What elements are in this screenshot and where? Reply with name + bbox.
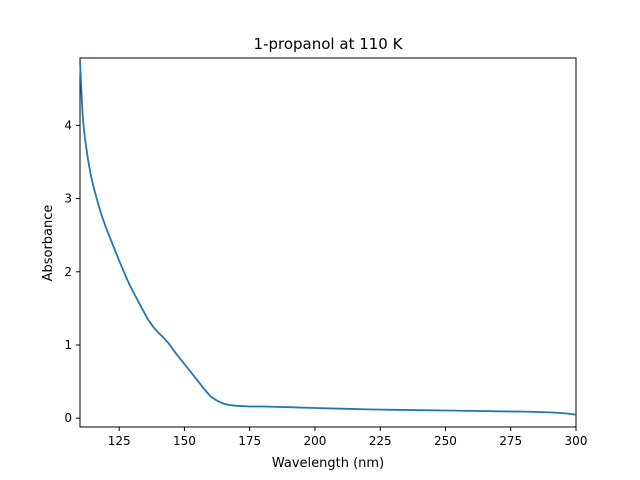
x-axis-label: Wavelength (nm) xyxy=(272,456,384,471)
series-line xyxy=(79,60,577,416)
x-tick-label: 125 xyxy=(108,434,131,448)
plot-area xyxy=(79,57,577,428)
x-tick-label: 250 xyxy=(434,434,457,448)
y-axis-label: Absorbance xyxy=(41,205,56,282)
y-tick-label: 2 xyxy=(64,265,72,279)
chart-title: 1-propanol at 110 K xyxy=(254,35,404,53)
x-tick-label: 275 xyxy=(499,434,522,448)
y-tick-label: 3 xyxy=(64,192,72,206)
x-tick-label: 200 xyxy=(303,434,326,448)
plot-frame xyxy=(79,57,577,428)
x-tick-label: 300 xyxy=(565,434,588,448)
y-tick-label: 0 xyxy=(64,411,72,425)
x-tick-label: 175 xyxy=(238,434,261,448)
ticks-layer: 125 150 175 200 225 250 275 300 0 1 2 3 4 xyxy=(64,118,587,448)
x-tick-label: 225 xyxy=(369,434,392,448)
y-tick-label: 4 xyxy=(64,118,72,132)
series-layer xyxy=(79,60,577,416)
y-tick-label: 1 xyxy=(64,338,72,352)
x-tick-label: 150 xyxy=(173,434,196,448)
